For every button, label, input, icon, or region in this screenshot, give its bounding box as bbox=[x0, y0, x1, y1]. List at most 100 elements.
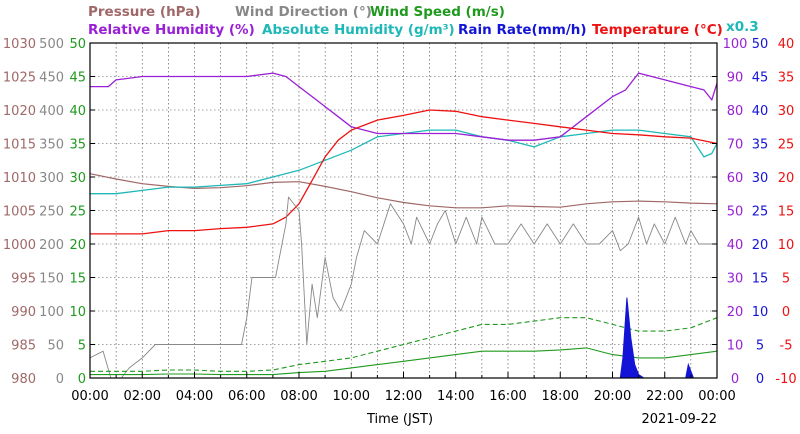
x-tick-label: 00:00 bbox=[71, 389, 108, 404]
temperature-tick-label: 15 bbox=[778, 205, 795, 220]
wind_dir-tick-label: 400 bbox=[39, 104, 64, 119]
wind_speed-tick-label: 20 bbox=[69, 238, 86, 253]
temperature-tick-label: 10 bbox=[778, 238, 795, 253]
humidity-tick-label: 80 bbox=[727, 104, 744, 119]
legend-entry: Absolute Humidity (g/m³) bbox=[262, 22, 455, 38]
series-wind_gust bbox=[90, 317, 718, 372]
wind_speed-tick-label: 15 bbox=[69, 272, 86, 287]
x-tick-label: 18:00 bbox=[542, 389, 579, 404]
humidity-tick-label: 70 bbox=[727, 138, 744, 153]
wind_dir-tick-label: 50 bbox=[47, 339, 64, 354]
humidity-tick-label: 10 bbox=[727, 339, 744, 354]
legend-entry: Wind Speed (m/s) bbox=[370, 4, 505, 20]
wind_dir-tick-label: 150 bbox=[39, 272, 64, 287]
humidity-tick-label: 90 bbox=[727, 71, 744, 86]
pressure-tick-label: 1025 bbox=[3, 71, 36, 86]
rain-tick-label: 50 bbox=[752, 37, 769, 52]
pressure-tick-label: 995 bbox=[11, 272, 36, 287]
temperature-tick-label: 40 bbox=[778, 37, 795, 52]
wind_speed-tick-label: 50 bbox=[69, 37, 86, 52]
pressure-tick-label: 1010 bbox=[3, 171, 36, 186]
x-tick-label: 12:00 bbox=[385, 389, 422, 404]
series-pressure bbox=[89, 173, 718, 209]
rain-tick-label: 40 bbox=[752, 104, 769, 119]
wind_dir-tick-label: 300 bbox=[39, 171, 64, 186]
rain-tick-label: 45 bbox=[752, 71, 769, 86]
wind_dir-tick-label: 200 bbox=[39, 238, 64, 253]
x-tick-label: 06:00 bbox=[228, 389, 265, 404]
humidity-tick-label: 100 bbox=[723, 37, 748, 52]
legend-entry: Pressure (hPa) bbox=[88, 4, 201, 20]
wind_dir-tick-label: 450 bbox=[39, 71, 64, 86]
wind_speed-tick-label: 40 bbox=[69, 104, 86, 119]
wind_dir-tick-label: 100 bbox=[39, 305, 64, 320]
rain-tick-label: 15 bbox=[752, 272, 769, 287]
temperature-tick-label: 0 bbox=[782, 305, 790, 320]
series-abs_humidity bbox=[90, 129, 718, 195]
x-tick-label: 02:00 bbox=[124, 389, 161, 404]
wind_dir-tick-label: 0 bbox=[56, 372, 64, 387]
pressure-tick-label: 1030 bbox=[3, 37, 36, 52]
rain-tick-label: 10 bbox=[752, 305, 769, 320]
pressure-tick-label: 1005 bbox=[3, 205, 36, 220]
x-tick-label: 08:00 bbox=[280, 389, 317, 404]
temperature-tick-label: 20 bbox=[778, 171, 795, 186]
date-label: 2021-09-22 bbox=[641, 412, 717, 427]
wind_speed-tick-label: 0 bbox=[78, 372, 86, 387]
temperature-tick-label: 5 bbox=[782, 272, 790, 287]
x-tick-label: 14:00 bbox=[437, 389, 474, 404]
rain-tick-label: 5 bbox=[756, 339, 764, 354]
wind_dir-tick-label: 500 bbox=[39, 37, 64, 52]
wind_speed-tick-label: 30 bbox=[69, 171, 86, 186]
temperature-tick-label: -10 bbox=[775, 372, 796, 387]
legend-entry: Rain Rate(mm/h) bbox=[458, 22, 587, 38]
humidity-tick-label: 40 bbox=[727, 238, 744, 253]
temperature-tick-label: 30 bbox=[778, 104, 795, 119]
humidity-tick-label: 30 bbox=[727, 272, 744, 287]
wind_dir-tick-label: 250 bbox=[39, 205, 64, 220]
temperature-tick-label: -5 bbox=[780, 339, 793, 354]
x-tick-label: 20:00 bbox=[594, 389, 631, 404]
rain-tick-label: 35 bbox=[752, 138, 769, 153]
wind_dir-tick-label: 350 bbox=[39, 138, 64, 153]
humidity-tick-label: 60 bbox=[727, 171, 744, 186]
wind_speed-tick-label: 25 bbox=[69, 205, 86, 220]
rain-tick-label: 30 bbox=[752, 171, 769, 186]
pressure-tick-label: 980 bbox=[11, 372, 36, 387]
pressure-tick-label: 985 bbox=[11, 339, 36, 354]
humidity-tick-label: 0 bbox=[731, 372, 739, 387]
pressure-tick-label: 1015 bbox=[3, 138, 36, 153]
temperature-tick-label: 35 bbox=[778, 71, 795, 86]
humidity-tick-label: 20 bbox=[727, 305, 744, 320]
wind_speed-tick-label: 45 bbox=[69, 71, 86, 86]
wind_speed-tick-label: 35 bbox=[69, 138, 86, 153]
legend-entry: Relative Humidity (%) bbox=[88, 22, 255, 38]
x-tick-label: 16:00 bbox=[489, 389, 526, 404]
x-tick-label: 00:00 bbox=[698, 389, 735, 404]
axes-layer: 1030102510201015101010051000995990985980… bbox=[3, 37, 797, 427]
x-tick-label: 04:00 bbox=[176, 389, 213, 404]
x-axis-label: Time (JST) bbox=[366, 412, 433, 427]
wind_speed-tick-label: 10 bbox=[69, 305, 86, 320]
grid bbox=[90, 43, 717, 378]
rain-tick-label: 0 bbox=[756, 372, 764, 387]
legend-entry: Wind Direction (°) bbox=[235, 4, 372, 20]
humidity-tick-label: 50 bbox=[727, 205, 744, 220]
wind_speed-tick-label: 5 bbox=[78, 339, 86, 354]
series-temperature bbox=[90, 109, 718, 235]
pressure-tick-label: 990 bbox=[11, 305, 36, 320]
series-wind_dir bbox=[89, 196, 717, 379]
pressure-tick-label: 1000 bbox=[3, 238, 36, 253]
legend: Pressure (hPa) Wind Direction (°)Wind Spe… bbox=[88, 4, 759, 38]
legend-entry: Temperature (°C) bbox=[592, 22, 723, 38]
rain-tick-label: 25 bbox=[752, 205, 769, 220]
x-tick-label: 22:00 bbox=[646, 389, 683, 404]
pressure-tick-label: 1020 bbox=[3, 104, 36, 119]
legend-note: x0.3 bbox=[726, 19, 759, 35]
series-humidity bbox=[90, 72, 718, 141]
rain-tick-label: 20 bbox=[752, 238, 769, 253]
temperature-tick-label: 25 bbox=[778, 138, 795, 153]
x-tick-label: 10:00 bbox=[333, 389, 370, 404]
series-rain bbox=[90, 297, 717, 379]
